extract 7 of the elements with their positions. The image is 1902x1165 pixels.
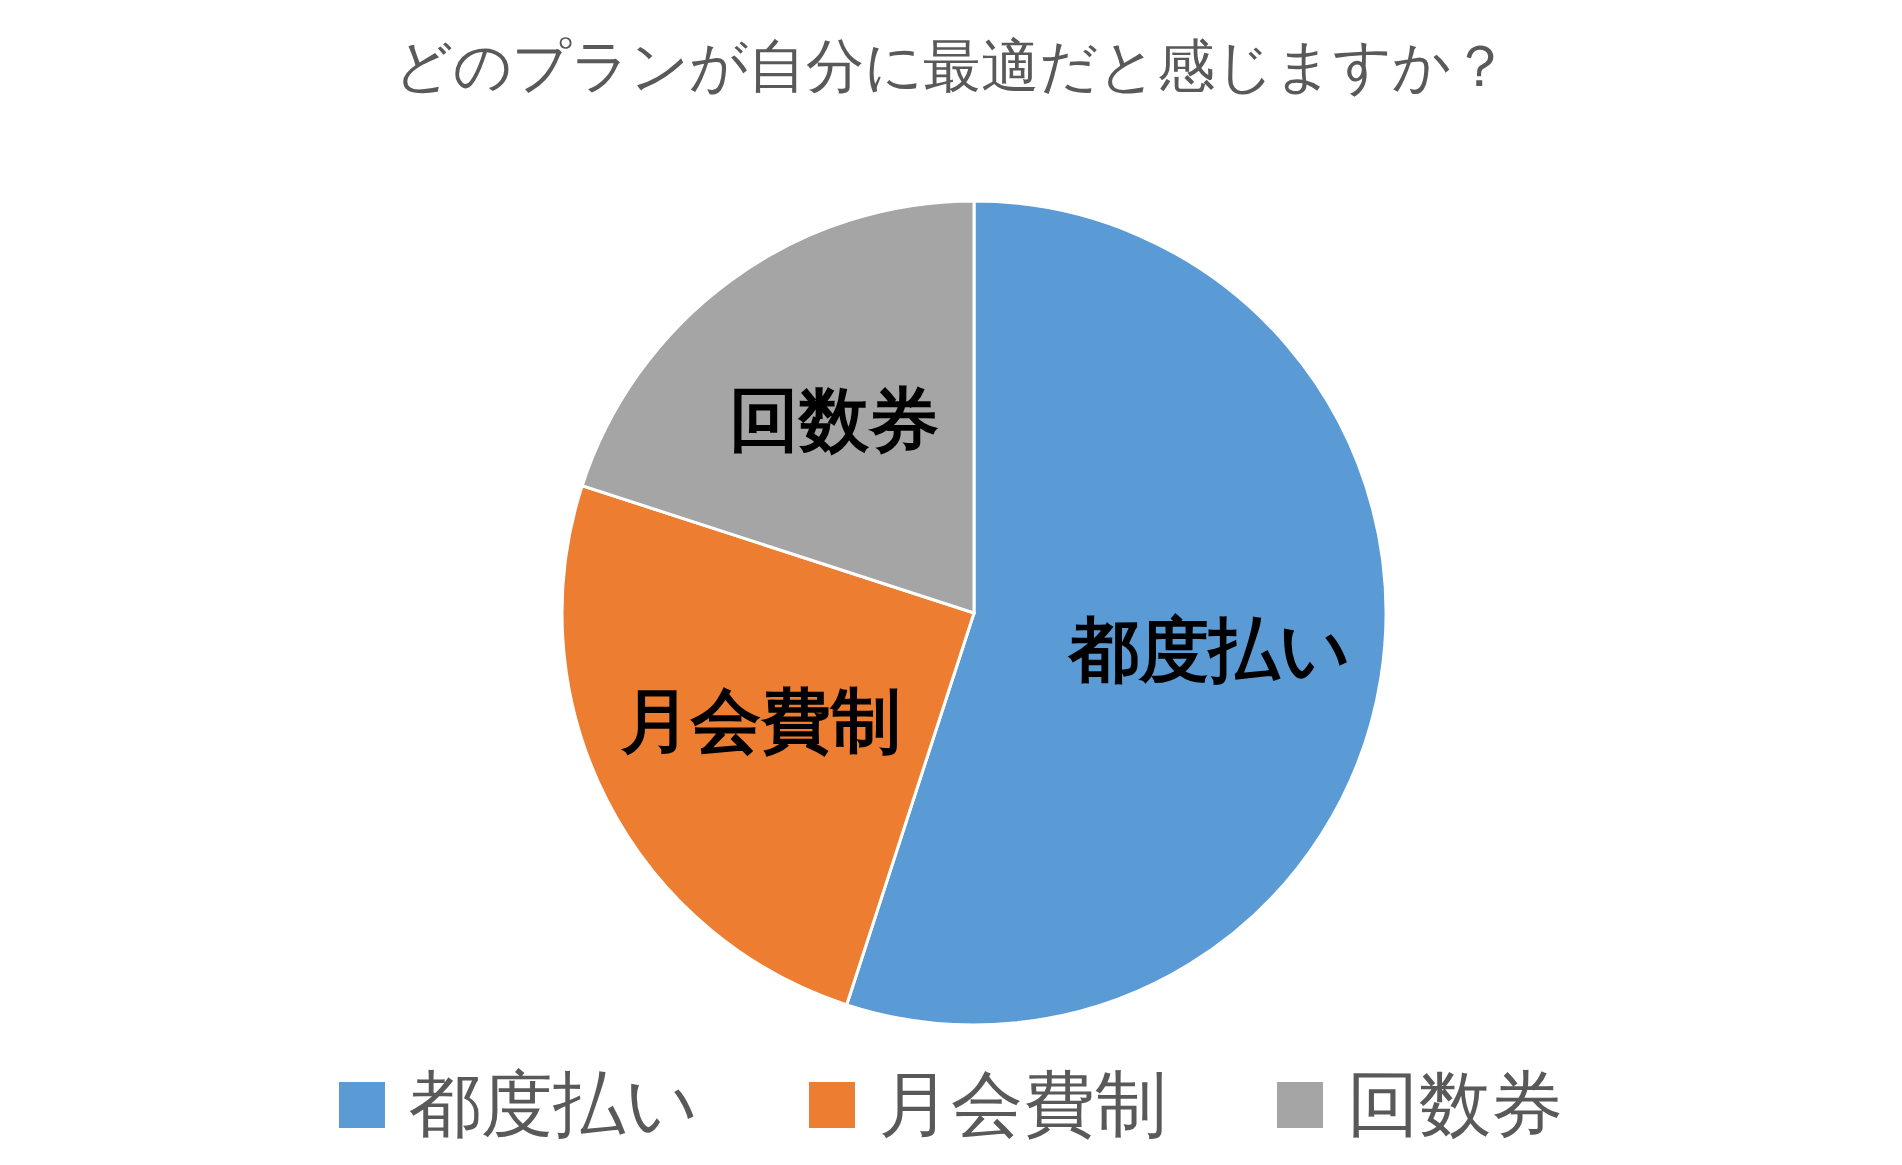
slice-label: 月会費制 <box>620 680 902 763</box>
legend-label: 月会費制 <box>879 1061 1167 1148</box>
legend-label: 都度払い <box>409 1061 699 1148</box>
slice-label: 都度払い <box>1067 609 1352 692</box>
chart-title: どのプランが自分に最適だと感じますか？ <box>392 31 1510 102</box>
legend-label: 回数券 <box>1347 1061 1563 1148</box>
slice-label: 回数券 <box>728 378 939 461</box>
